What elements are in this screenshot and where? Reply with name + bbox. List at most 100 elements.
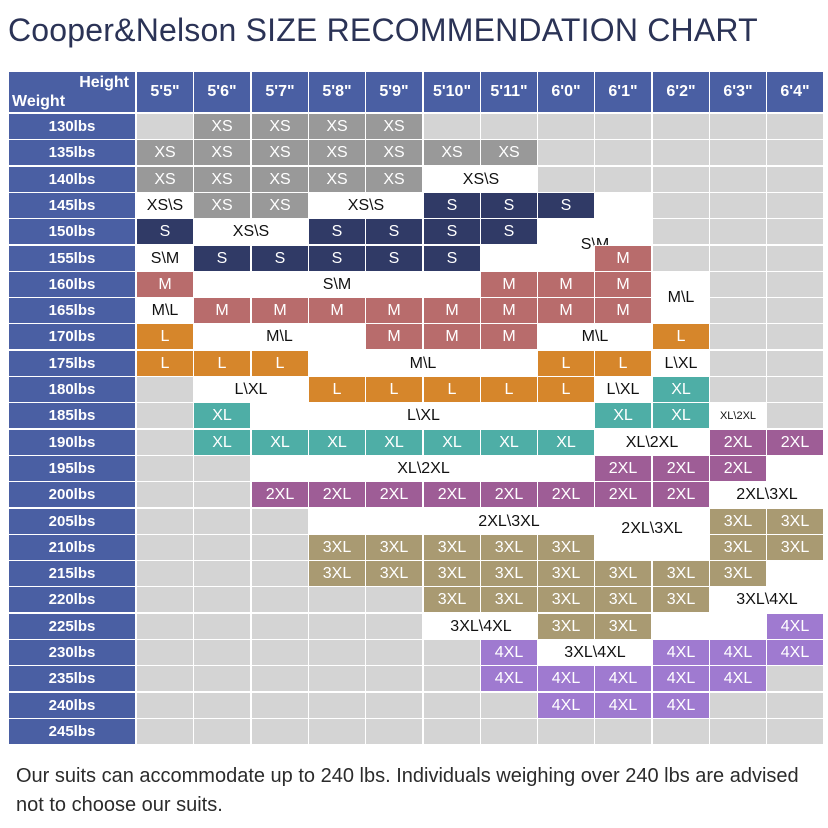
size-cell-xl: XL bbox=[537, 429, 595, 456]
size-cell-m: M bbox=[480, 271, 538, 298]
size-cell-xs: XS bbox=[308, 139, 366, 166]
weight-header: 210lbs bbox=[8, 534, 136, 561]
size-cell-3xl: 3XL bbox=[766, 534, 824, 561]
range-cell: L\XL bbox=[193, 376, 309, 403]
size-cell-m: M bbox=[537, 271, 595, 298]
size-cell-s: S bbox=[308, 218, 366, 245]
empty-cell bbox=[766, 718, 824, 745]
empty-cell bbox=[766, 402, 824, 429]
size-cell-3xl: 3XL bbox=[537, 560, 595, 587]
height-header: 6'3" bbox=[709, 71, 767, 113]
empty-cell bbox=[480, 718, 538, 745]
size-cell-s: S bbox=[193, 245, 251, 272]
size-cell-s: S bbox=[423, 192, 481, 219]
size-cell-s: S bbox=[537, 192, 595, 219]
size-cell-m: M bbox=[537, 297, 595, 324]
range-cell: S\M bbox=[193, 271, 481, 298]
size-cell-s: S bbox=[480, 218, 538, 245]
empty-cell bbox=[136, 455, 194, 482]
range-cell: XS\S bbox=[308, 192, 424, 219]
size-cell-3xl: 3XL bbox=[766, 508, 824, 535]
size-cell-l: L bbox=[308, 376, 366, 403]
size-cell-2xl: 2XL bbox=[308, 481, 366, 508]
weight-header: 135lbs bbox=[8, 139, 136, 166]
weight-header: 200lbs bbox=[8, 481, 136, 508]
empty-cell bbox=[308, 639, 366, 666]
height-header: 5'6" bbox=[193, 71, 251, 113]
size-cell-3xl: 3XL bbox=[652, 560, 710, 587]
empty-cell bbox=[652, 218, 710, 245]
size-cell-4xl: 4XL bbox=[709, 665, 767, 692]
weight-header: 165lbs bbox=[8, 297, 136, 324]
range-cell: S\M bbox=[136, 245, 194, 272]
empty-cell bbox=[365, 665, 423, 692]
empty-cell bbox=[709, 271, 767, 298]
size-cell-2xl: 2XL bbox=[365, 481, 423, 508]
empty-cell bbox=[136, 586, 194, 613]
empty-cell bbox=[365, 586, 423, 613]
size-cell-3xl: 3XL bbox=[594, 560, 652, 587]
size-cell-4xl: 4XL bbox=[537, 665, 595, 692]
size-cell-4xl: 4XL bbox=[480, 639, 538, 666]
size-cell-l: L bbox=[365, 376, 423, 403]
empty-cell bbox=[193, 613, 251, 640]
empty-cell bbox=[709, 692, 767, 719]
height-header: 5'7" bbox=[251, 71, 309, 113]
empty-cell bbox=[766, 350, 824, 377]
weight-header: 145lbs bbox=[8, 192, 136, 219]
size-cell-xs: XS bbox=[193, 113, 251, 140]
empty-cell bbox=[766, 376, 824, 403]
empty-cell bbox=[766, 245, 824, 272]
size-cell-xl: XL bbox=[480, 429, 538, 456]
size-cell-3xl: 3XL bbox=[652, 586, 710, 613]
empty-cell bbox=[193, 481, 251, 508]
size-cell-s: S bbox=[423, 245, 481, 272]
size-cell-2xl: 2XL bbox=[594, 455, 652, 482]
empty-cell bbox=[136, 402, 194, 429]
size-cell-xs: XS bbox=[193, 192, 251, 219]
size-cell-xl: XL bbox=[652, 376, 710, 403]
weight-header: 230lbs bbox=[8, 639, 136, 666]
empty-cell bbox=[480, 113, 538, 140]
empty-cell bbox=[709, 323, 767, 350]
size-cell-m: M bbox=[365, 323, 423, 350]
size-cell-xl: XL bbox=[193, 429, 251, 456]
height-header: 5'8" bbox=[308, 71, 366, 113]
empty-cell bbox=[766, 271, 824, 298]
empty-cell bbox=[251, 534, 309, 561]
empty-cell bbox=[365, 692, 423, 719]
size-cell-3xl: 3XL bbox=[365, 560, 423, 587]
empty-cell bbox=[251, 639, 309, 666]
empty-cell bbox=[652, 192, 710, 219]
weight-header: 155lbs bbox=[8, 245, 136, 272]
empty-cell bbox=[652, 245, 710, 272]
weight-header: 190lbs bbox=[8, 429, 136, 456]
empty-cell bbox=[251, 718, 309, 745]
weight-header: 130lbs bbox=[8, 113, 136, 140]
range-cell: XL\2XL bbox=[709, 402, 767, 429]
empty-cell bbox=[766, 323, 824, 350]
size-cell-xl: XL bbox=[251, 429, 309, 456]
weight-header: 205lbs bbox=[8, 508, 136, 535]
empty-cell bbox=[365, 613, 423, 640]
empty-cell bbox=[766, 297, 824, 324]
size-cell-2xl: 2XL bbox=[423, 481, 481, 508]
empty-cell bbox=[193, 534, 251, 561]
empty-cell bbox=[251, 613, 309, 640]
empty-cell bbox=[136, 718, 194, 745]
range-cell: XS\S bbox=[423, 166, 539, 193]
size-cell-xs: XS bbox=[136, 166, 194, 193]
empty-cell bbox=[251, 560, 309, 587]
range-cell: 2XL\3XL bbox=[709, 481, 825, 508]
size-cell-m: M bbox=[251, 297, 309, 324]
empty-cell bbox=[136, 692, 194, 719]
empty-cell bbox=[423, 639, 481, 666]
empty-cell bbox=[709, 166, 767, 193]
empty-cell bbox=[308, 586, 366, 613]
range-cell: M\L bbox=[537, 323, 653, 350]
empty-cell bbox=[594, 139, 652, 166]
size-cell-l: L bbox=[652, 323, 710, 350]
empty-cell bbox=[709, 192, 767, 219]
empty-cell bbox=[423, 718, 481, 745]
empty-cell bbox=[193, 586, 251, 613]
